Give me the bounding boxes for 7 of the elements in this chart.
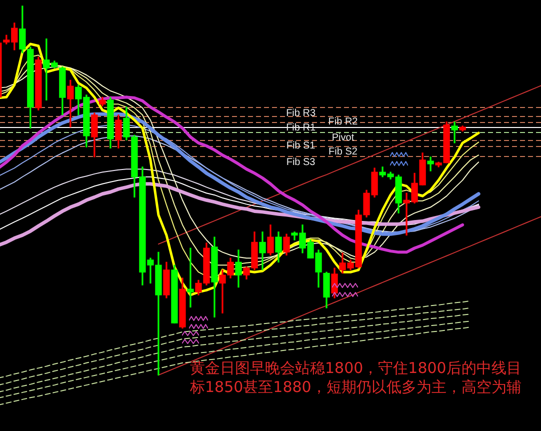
ref-line-label: Fib S3 xyxy=(286,156,316,168)
candlestick xyxy=(187,248,194,308)
ref-line-label: Pivot xyxy=(332,132,354,144)
candlestick xyxy=(451,122,458,144)
candlestick xyxy=(427,156,434,172)
annotation: 黄金日图早晚会站稳1800，守住1800后的中线目标1850甚至1880，短期仍以低多为主，高空为辅 xyxy=(190,359,522,397)
ref-line-label: Fib S2 xyxy=(328,146,358,158)
